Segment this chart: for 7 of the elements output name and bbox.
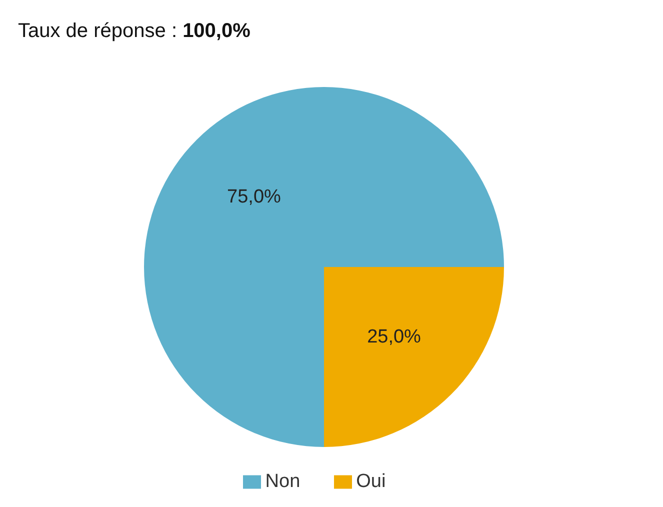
pie-slice <box>144 87 504 447</box>
chart-title: Taux de réponse : 100,0% <box>18 20 250 43</box>
legend-label: Oui <box>356 471 386 492</box>
pie-slice <box>324 267 504 447</box>
legend-label: Non <box>265 471 300 492</box>
data-label: 25,0% <box>367 326 422 348</box>
data-label: 75,0% <box>227 186 282 208</box>
